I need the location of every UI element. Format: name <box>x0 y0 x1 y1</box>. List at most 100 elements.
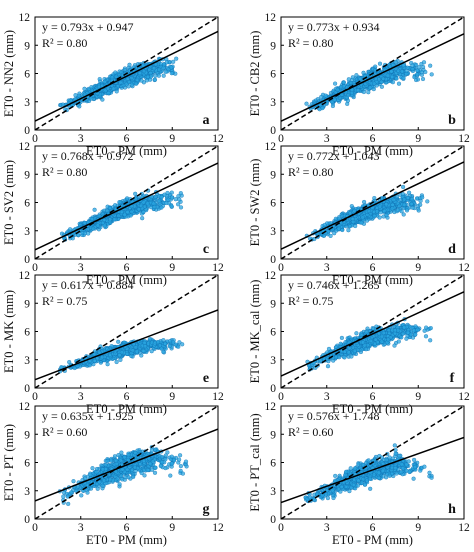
data-point <box>394 194 399 199</box>
data-point <box>378 210 383 215</box>
data-point <box>348 80 353 86</box>
data-point <box>405 195 410 201</box>
x-tick-label: 12 <box>212 262 224 274</box>
data-point <box>89 217 95 222</box>
data-point <box>356 88 361 93</box>
data-point <box>100 97 105 102</box>
data-point <box>152 77 157 82</box>
data-point <box>87 363 92 368</box>
data-point <box>141 209 146 214</box>
x-tick-label: 12 <box>458 262 470 274</box>
y-tick-label: 6 <box>24 198 30 210</box>
scatter-points-d <box>304 184 430 242</box>
data-point <box>171 340 176 345</box>
scatter-points-c <box>59 188 184 242</box>
data-point <box>114 74 119 79</box>
data-point <box>141 200 146 205</box>
regression-line <box>281 33 464 122</box>
data-point <box>350 75 355 80</box>
data-point <box>372 81 377 86</box>
x-tick-label: 9 <box>169 391 175 403</box>
y-tick-label: 12 <box>265 141 277 153</box>
data-point <box>112 217 117 222</box>
r-squared-label: R² = 0.80 <box>42 36 87 50</box>
data-point <box>161 349 166 354</box>
y-tick-label: 6 <box>270 198 276 210</box>
y-tick-label: 12 <box>19 12 31 24</box>
data-point <box>127 62 132 67</box>
x-tick-label: 12 <box>212 133 224 145</box>
data-point <box>163 69 168 74</box>
data-point <box>335 87 340 92</box>
x-axis-label: ET0 - PM (mm) <box>86 144 167 158</box>
data-point <box>129 82 134 87</box>
x-tick-label: 0 <box>278 262 284 274</box>
y-tick-label: 0 <box>270 125 276 137</box>
data-point <box>418 202 423 207</box>
data-point <box>86 86 91 91</box>
data-point <box>428 326 433 331</box>
data-point <box>158 62 163 67</box>
r-squared-label: R² = 0.80 <box>288 165 333 179</box>
data-point <box>377 61 383 66</box>
data-point <box>122 212 127 217</box>
data-point <box>320 106 325 111</box>
data-point <box>91 226 96 231</box>
data-point <box>95 223 100 228</box>
scatter-points-f <box>305 317 433 372</box>
data-point <box>100 355 105 360</box>
data-point <box>345 101 350 106</box>
data-point <box>124 82 129 87</box>
data-point <box>176 202 181 207</box>
x-tick-label: 3 <box>324 262 330 274</box>
data-point <box>390 202 395 207</box>
data-point <box>102 79 107 84</box>
y-tick-label: 3 <box>24 97 30 109</box>
data-point <box>113 70 118 75</box>
data-point <box>423 69 428 75</box>
y-tick-label: 3 <box>24 226 30 238</box>
data-point <box>164 200 169 206</box>
y-tick-label: 9 <box>24 169 30 181</box>
data-point <box>333 81 338 86</box>
data-point <box>396 81 402 86</box>
data-point <box>153 73 158 78</box>
regression-equation: y = 0.793x + 0.947 <box>42 20 134 34</box>
data-point <box>404 68 409 74</box>
data-point <box>124 351 130 356</box>
data-point <box>372 213 377 219</box>
data-point <box>169 204 174 209</box>
data-point <box>105 86 110 91</box>
one-to-one-line <box>35 275 218 388</box>
data-point <box>177 340 182 345</box>
data-point <box>382 208 387 214</box>
data-point <box>76 93 81 98</box>
data-point <box>361 89 366 95</box>
y-tick-label: 12 <box>265 12 277 24</box>
x-axis-label: ET0 - PM (mm) <box>332 144 413 158</box>
regression-line <box>35 30 218 122</box>
data-point <box>368 85 373 90</box>
data-point <box>178 191 183 196</box>
data-point <box>415 68 420 73</box>
y-tick-label: 9 <box>24 298 30 310</box>
data-point <box>332 231 337 236</box>
data-point <box>157 198 162 203</box>
x-tick-label: 3 <box>324 133 330 145</box>
data-point <box>178 205 184 210</box>
regression-line <box>35 309 218 381</box>
y-tick-label: 0 <box>24 383 30 395</box>
data-point <box>371 87 376 92</box>
data-point <box>142 340 147 345</box>
data-point <box>374 209 380 214</box>
x-tick-label: 12 <box>212 391 224 403</box>
data-point <box>425 199 430 204</box>
x-tick-label: 9 <box>169 133 175 145</box>
x-axis-label: ET0 - PM (mm) <box>332 273 413 287</box>
data-point <box>166 197 171 202</box>
data-point <box>384 202 389 207</box>
data-point <box>410 67 415 72</box>
data-point <box>358 76 363 82</box>
panel-label: e <box>203 371 209 386</box>
y-tick-label: 0 <box>24 125 30 137</box>
